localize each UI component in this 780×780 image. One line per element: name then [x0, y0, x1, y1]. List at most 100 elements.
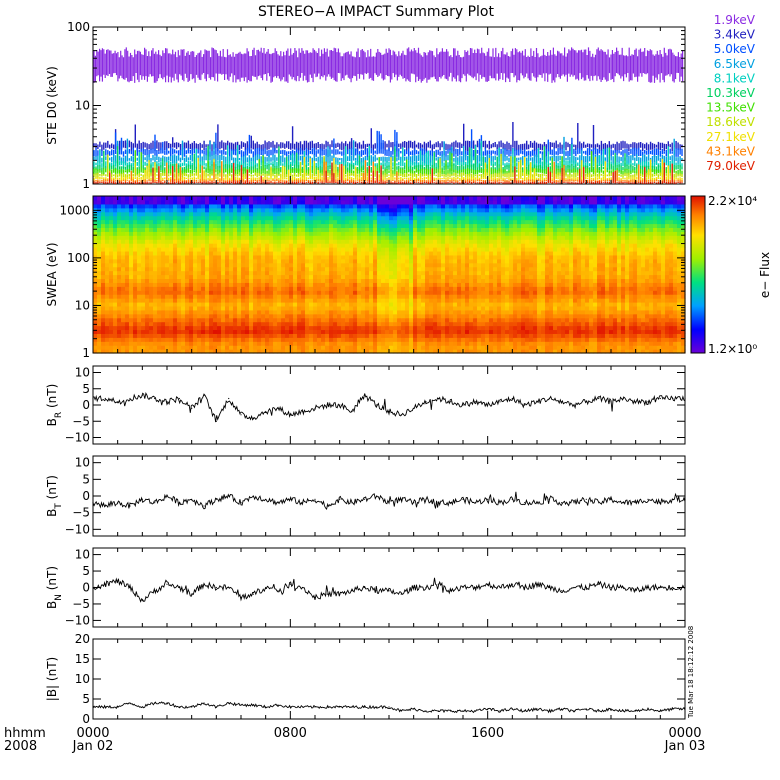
swea-cell — [141, 258, 146, 264]
swea-cell — [413, 321, 418, 327]
swea-cell — [621, 309, 626, 315]
swea-cell — [669, 325, 674, 331]
swea-cell — [613, 333, 618, 338]
swea-cell — [245, 231, 250, 236]
swea-cell — [265, 227, 270, 232]
swea-cell — [189, 239, 194, 244]
swea-cell — [585, 270, 590, 276]
swea-cell — [497, 301, 502, 307]
swea-cell — [445, 219, 450, 225]
swea-cell — [561, 337, 566, 342]
swea-cell — [277, 254, 282, 260]
swea-cell — [677, 274, 682, 280]
swea-cell — [557, 290, 562, 295]
swea-cell — [577, 254, 582, 260]
swea-cell — [401, 278, 406, 283]
swea-cell — [661, 223, 666, 228]
swea-cell — [373, 227, 378, 232]
swea-cell — [177, 278, 182, 283]
swea-cell — [453, 235, 458, 240]
swea-cell — [645, 262, 650, 268]
swea-cell — [569, 231, 574, 236]
swea-cell — [141, 345, 146, 350]
swea-cell — [665, 270, 670, 276]
swea-cell — [181, 286, 186, 291]
swea-cell — [361, 231, 366, 236]
swea-cell — [565, 247, 570, 252]
swea-cell — [269, 290, 274, 295]
swea-cell — [481, 262, 486, 268]
swea-cell — [225, 270, 230, 276]
swea-cell — [261, 298, 266, 303]
swea-cell — [305, 329, 310, 334]
swea-cell — [349, 219, 354, 225]
swea-cell — [609, 239, 614, 244]
swea-cell — [285, 325, 290, 331]
swea-cell — [569, 278, 574, 283]
swea-cell — [101, 270, 106, 276]
swea-cell — [261, 254, 266, 260]
swea-cell — [529, 227, 534, 232]
swea-cell — [201, 349, 206, 354]
swea-cell — [229, 278, 234, 283]
swea-cell — [105, 278, 110, 283]
swea-cell — [653, 329, 658, 334]
swea-cell — [597, 227, 602, 232]
swea-cell — [673, 317, 678, 323]
swea-cell — [129, 333, 134, 338]
swea-cell — [169, 325, 174, 331]
swea-cell — [381, 341, 386, 346]
swea-cell — [249, 349, 254, 354]
swea-cell — [245, 262, 250, 268]
swea-cell — [349, 282, 354, 287]
swea-cell — [577, 325, 582, 331]
swea-cell — [549, 227, 554, 232]
swea-cell — [333, 239, 338, 244]
swea-cell — [445, 325, 450, 331]
swea-cell — [325, 262, 330, 268]
swea-cell — [649, 298, 654, 303]
swea-cell — [361, 254, 366, 260]
swea-cell — [269, 321, 274, 327]
swea-cell — [209, 219, 214, 225]
swea-cell — [161, 313, 166, 319]
swea-cell — [369, 219, 374, 225]
swea-cell — [229, 219, 234, 225]
swea-cell — [369, 243, 374, 248]
swea-cell — [141, 286, 146, 291]
swea-cell — [497, 227, 502, 232]
swea-cell — [169, 349, 174, 354]
swea-cell — [529, 321, 534, 327]
swea-cell — [293, 321, 298, 327]
swea-cell — [261, 313, 266, 319]
swea-cell — [501, 262, 506, 268]
swea-cell — [125, 231, 130, 236]
swea-cell — [397, 329, 402, 334]
swea-cell — [645, 325, 650, 331]
swea-cell — [441, 247, 446, 252]
swea-cell — [621, 235, 626, 240]
swea-cell — [233, 329, 238, 334]
swea-cell — [325, 333, 330, 338]
swea-cell — [661, 231, 666, 236]
swea-cell — [301, 317, 306, 323]
swea-cell — [537, 254, 542, 260]
swea-cell — [573, 294, 578, 299]
swea-cell — [613, 274, 618, 280]
swea-cell — [237, 313, 242, 319]
swea-cell — [189, 223, 194, 228]
swea-cell — [649, 243, 654, 248]
swea-cell — [589, 262, 594, 268]
swea-cell — [617, 341, 622, 346]
swea-cell — [109, 349, 114, 354]
swea-cell — [365, 247, 370, 252]
swea-cell — [453, 290, 458, 295]
swea-cell — [233, 290, 238, 295]
swea-cell — [297, 262, 302, 268]
swea-cell — [601, 294, 606, 299]
swea-cell — [473, 325, 478, 331]
swea-cell — [325, 231, 330, 236]
swea-cell — [257, 282, 262, 287]
swea-cell — [413, 298, 418, 303]
swea-cell — [113, 349, 118, 354]
